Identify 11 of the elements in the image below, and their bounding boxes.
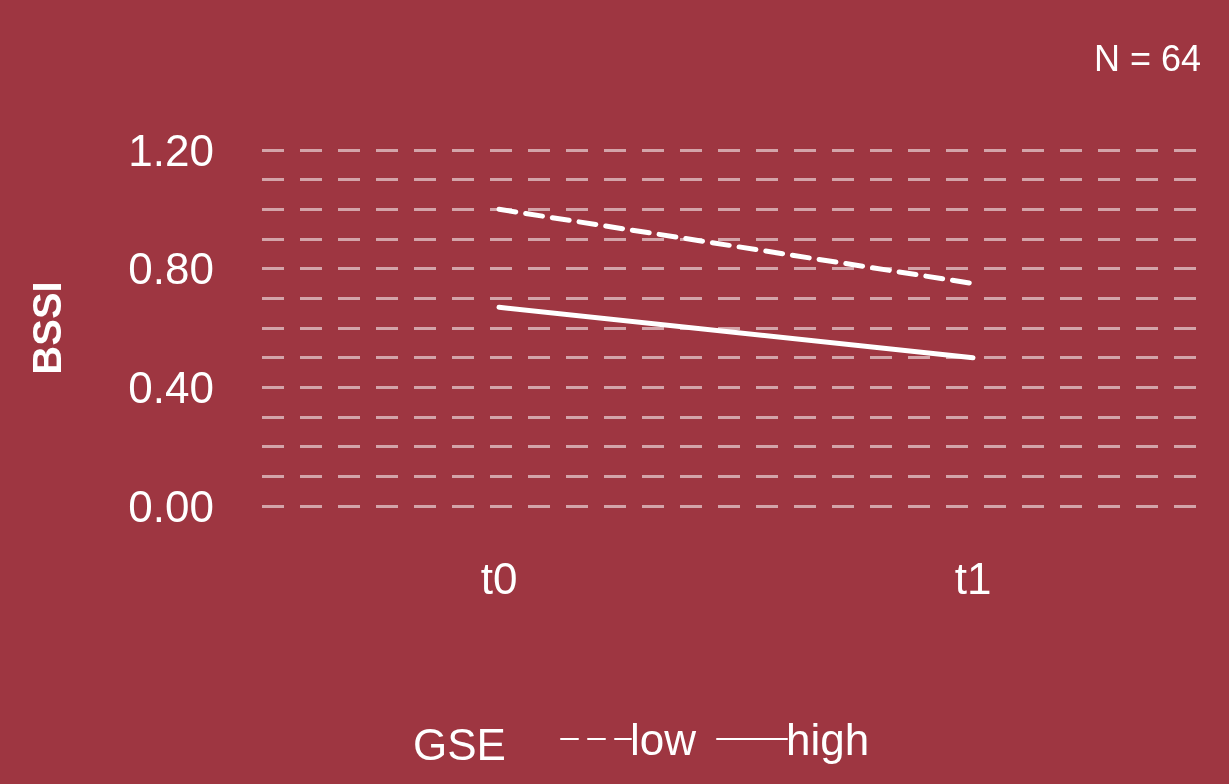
legend-label: high — [786, 714, 870, 764]
text: N = 64 — [1093, 37, 1202, 79]
legend-title: GSE — [413, 719, 506, 769]
y-tick-label: 0.40 — [128, 362, 214, 412]
x-tick-label: t0 — [480, 553, 518, 603]
y-tick-label: 0.00 — [128, 481, 214, 531]
y-tick-label: 0.80 — [128, 244, 214, 294]
y-tick-label: 1.20 — [128, 125, 214, 175]
x-tick-label: t1 — [954, 553, 992, 603]
y-axis-title: BSSI — [25, 281, 69, 375]
legend-label: low — [630, 714, 697, 764]
